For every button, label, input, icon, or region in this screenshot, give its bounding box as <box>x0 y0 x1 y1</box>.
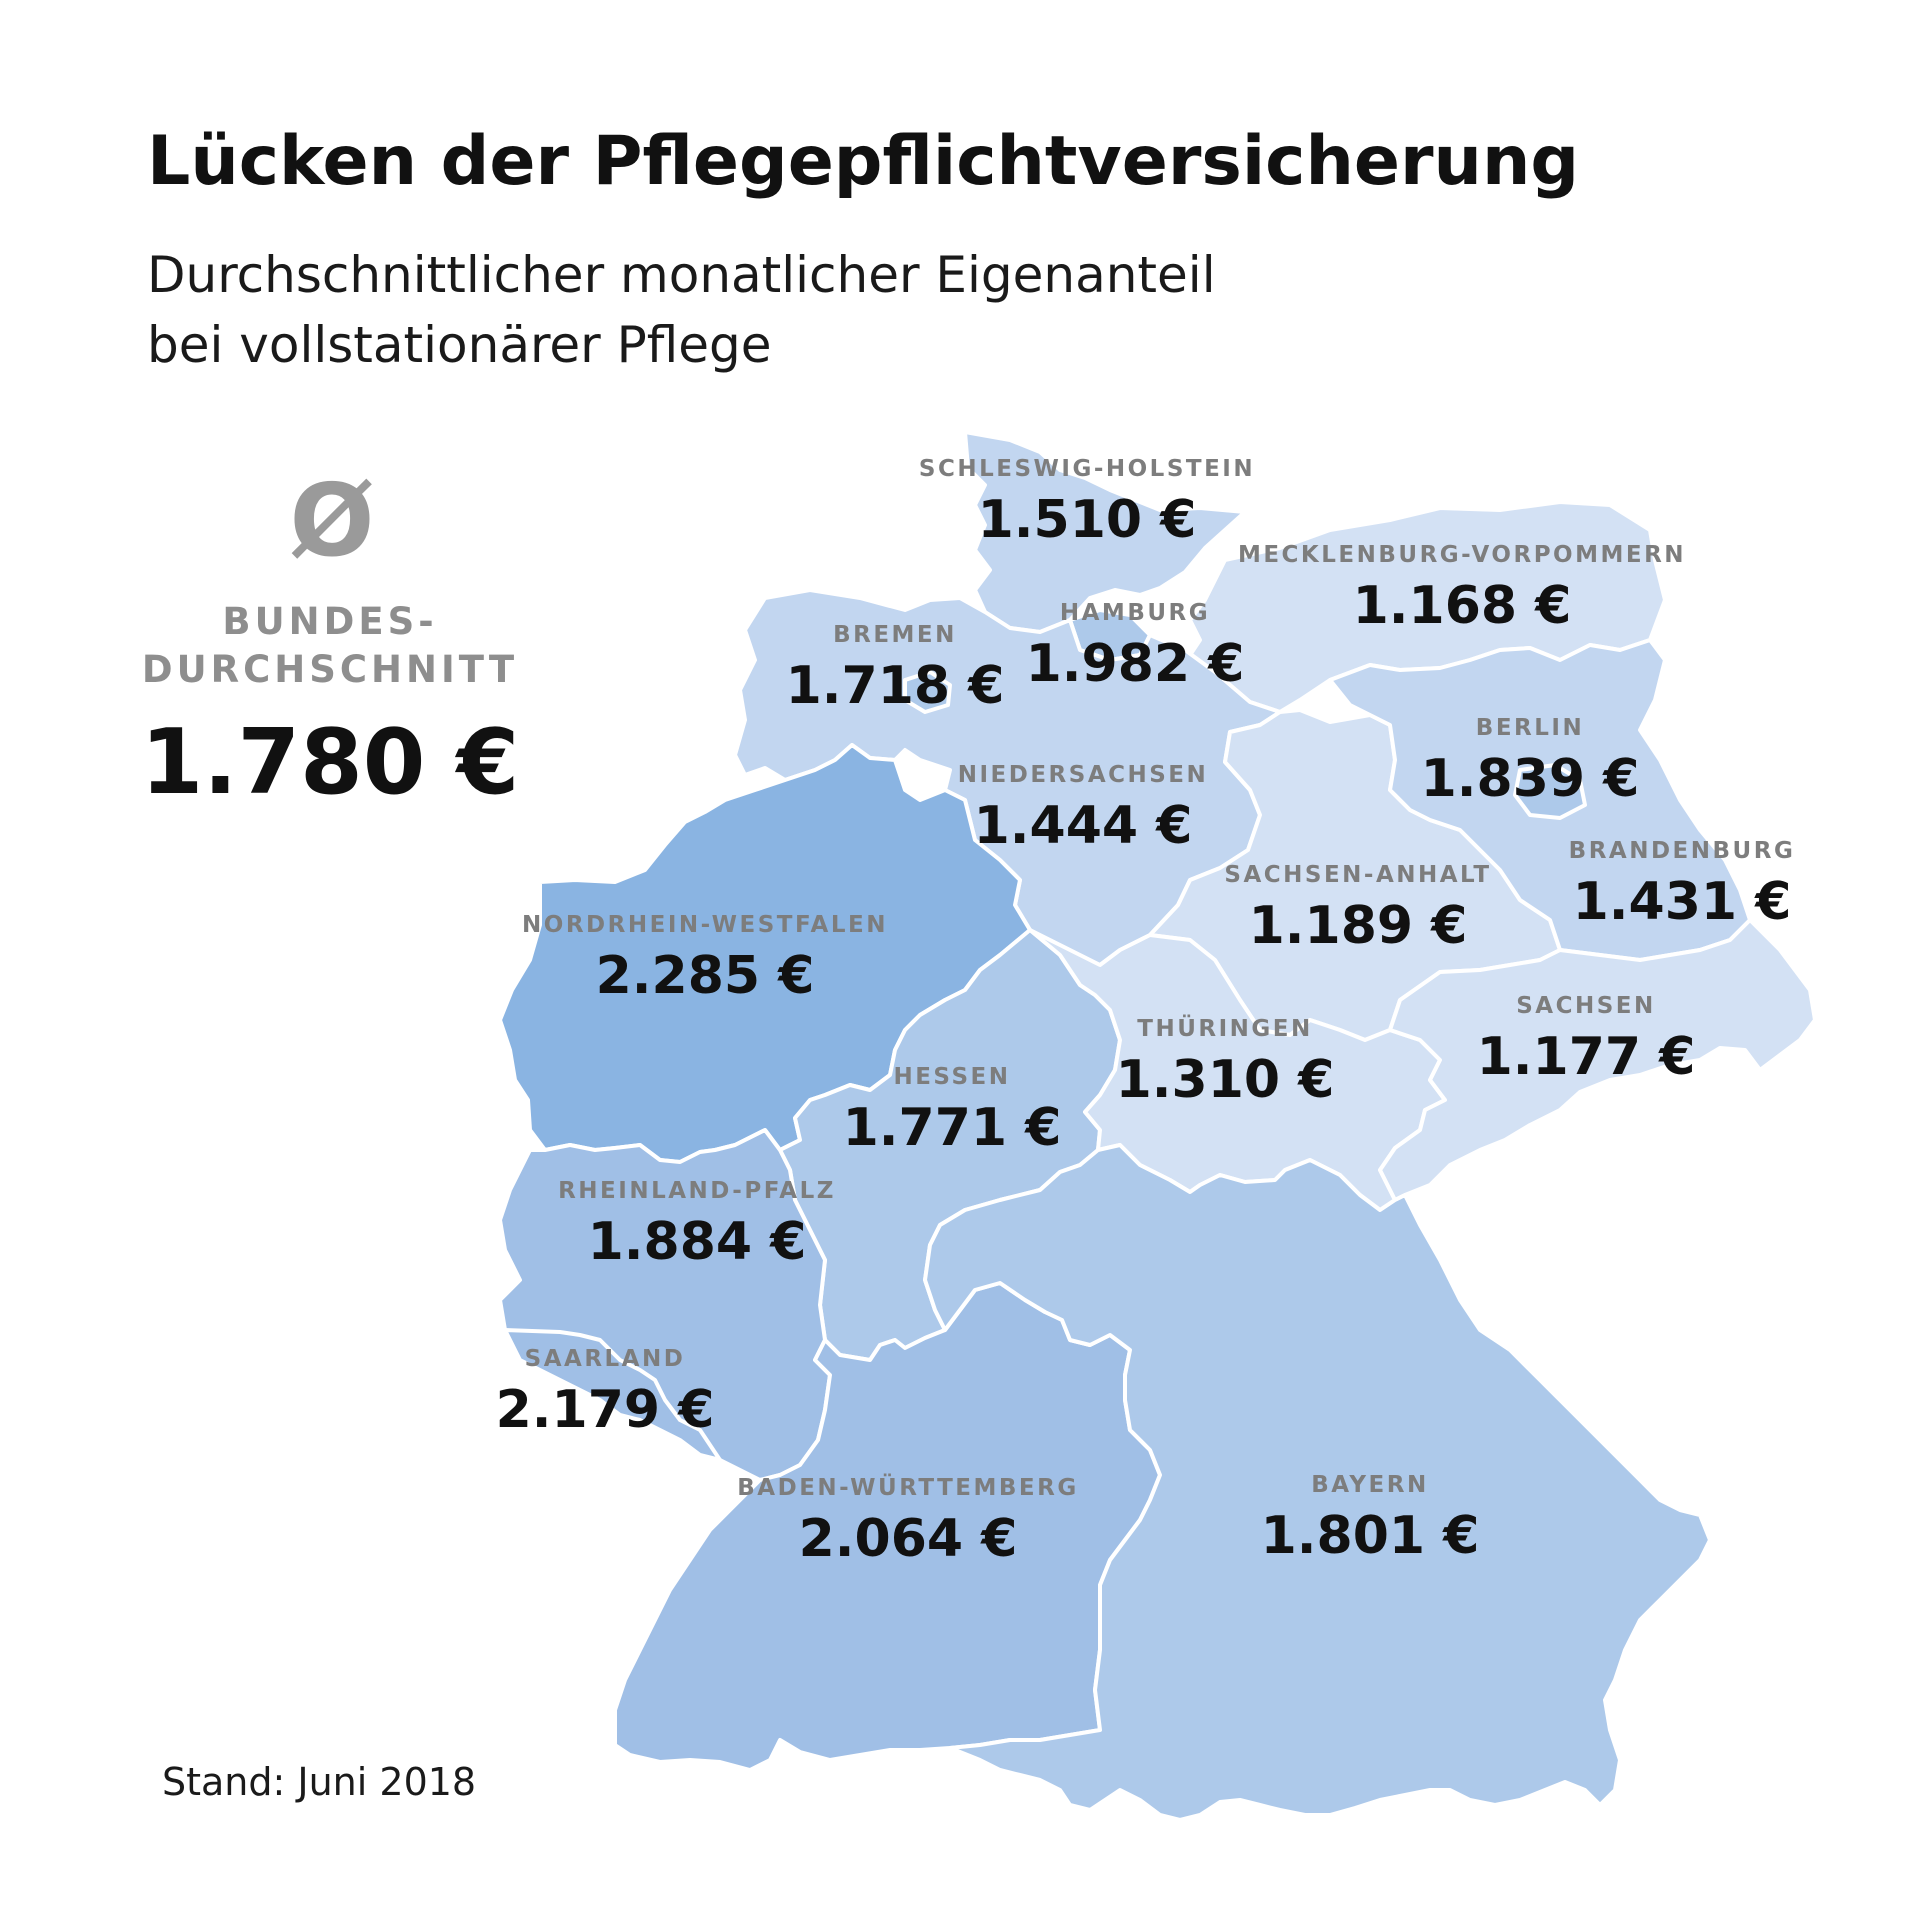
region-name: BADEN-WÜRTTEMBERG <box>737 1475 1079 1501</box>
region-value: 1.510 € <box>977 490 1197 550</box>
label-bremen: BREMEN 1.718 € <box>786 622 1005 716</box>
region-name: BRANDENBURG <box>1568 838 1796 864</box>
region-value: 1.884 € <box>587 1212 807 1272</box>
label-sachsen-anhalt: SACHSEN-ANHALT 1.189 € <box>1224 862 1491 956</box>
region-name: NORDRHEIN-WESTFALEN <box>522 912 888 938</box>
label-schleswig-holstein: SCHLESWIG-HOLSTEIN 1.510 € <box>919 456 1255 550</box>
average-label-line-2: DURCHSCHNITT <box>141 648 519 691</box>
average-value: 1.780 € <box>140 710 520 815</box>
region-name: HAMBURG <box>1059 600 1211 626</box>
region-value: 1.177 € <box>1476 1027 1696 1087</box>
region-value: 1.801 € <box>1260 1506 1480 1566</box>
region-name: SACHSEN <box>1516 993 1656 1019</box>
label-baden-wuerttemberg: BADEN-WÜRTTEMBERG 2.064 € <box>737 1475 1078 1569</box>
region-value: 1.839 € <box>1420 749 1640 809</box>
label-hessen: HESSEN 1.771 € <box>843 1064 1062 1158</box>
region-name: RHEINLAND-PFALZ <box>558 1178 836 1204</box>
region-value: 2.285 € <box>595 946 815 1006</box>
region-value: 2.179 € <box>495 1380 715 1440</box>
label-berlin: BERLIN 1.839 € <box>1421 715 1640 809</box>
region-name: SCHLESWIG-HOLSTEIN <box>918 456 1256 482</box>
label-niedersachsen: NIEDERSACHSEN 1.444 € <box>958 762 1209 856</box>
region-bayern <box>923 1143 1712 1822</box>
region-value: 1.718 € <box>785 656 1005 716</box>
region-name: BERLIN <box>1475 715 1585 741</box>
region-sachsen <box>1378 918 1817 1202</box>
subtitle-line-1: Durchschnittlicher monatlicher Eigenante… <box>147 246 1216 304</box>
average-symbol-icon: Ø <box>289 462 375 579</box>
average-label-line-1: BUNDES- <box>222 600 438 643</box>
region-name: BREMEN <box>833 622 957 648</box>
label-mecklenburg-vorpommern: MECKLENBURG-VORPOMMERN 1.168 € <box>1238 542 1686 636</box>
subtitle-line-2: bei vollstationärer Pflege <box>147 316 772 374</box>
label-nordrhein-westfalen: NORDRHEIN-WESTFALEN 2.285 € <box>522 912 888 1006</box>
region-value: 1.982 € <box>1025 634 1245 694</box>
page-title: Lücken der Pflegepflichtversicherung <box>147 122 1580 201</box>
label-hamburg: HAMBURG 1.982 € <box>1026 600 1245 694</box>
region-name: SAARLAND <box>524 1346 686 1372</box>
region-name: NIEDERSACHSEN <box>957 762 1209 788</box>
label-brandenburg: BRANDENBURG 1.431 € <box>1569 838 1796 932</box>
region-value: 1.444 € <box>973 796 1193 856</box>
region-value: 1.310 € <box>1115 1050 1335 1110</box>
region-name: SACHSEN-ANHALT <box>1224 862 1492 888</box>
label-rheinland-pfalz: RHEINLAND-PFALZ 1.884 € <box>558 1178 836 1272</box>
footer-date: Stand: Juni 2018 <box>162 1760 477 1804</box>
region-value: 2.064 € <box>798 1509 1018 1569</box>
label-saarland: SAARLAND 2.179 € <box>496 1346 715 1440</box>
region-value: 1.168 € <box>1352 576 1572 636</box>
region-name: BAYERN <box>1311 1472 1429 1498</box>
label-thueringen: THÜRINGEN 1.310 € <box>1116 1016 1335 1110</box>
region-name: THÜRINGEN <box>1137 1016 1313 1042</box>
region-value: 1.431 € <box>1572 872 1792 932</box>
region-name: MECKLENBURG-VORPOMMERN <box>1237 542 1687 568</box>
region-value: 1.771 € <box>842 1098 1062 1158</box>
region-name: HESSEN <box>893 1064 1011 1090</box>
region-schleswig-holstein <box>963 430 1247 634</box>
region-value: 1.189 € <box>1248 896 1468 956</box>
label-sachsen: SACHSEN 1.177 € <box>1477 993 1696 1087</box>
region-berlin <box>1513 763 1587 820</box>
region-saarland <box>503 1328 722 1462</box>
label-bayern: BAYERN 1.801 € <box>1261 1472 1480 1566</box>
region-bremen <box>903 670 952 714</box>
